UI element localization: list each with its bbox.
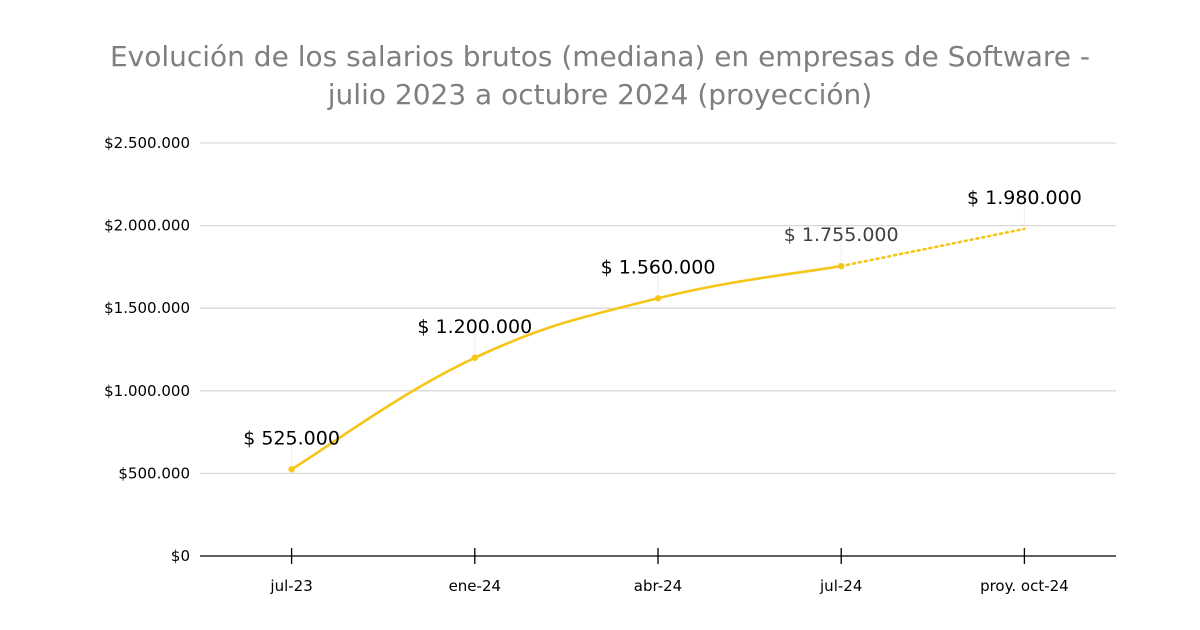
data-label: $ 1.755.000 xyxy=(784,224,899,246)
data-label: $ 1.980.000 xyxy=(967,187,1082,209)
data-point xyxy=(471,354,478,361)
data-point xyxy=(288,466,295,473)
projection-line xyxy=(839,227,1026,268)
x-tick-label: jul-24 xyxy=(819,577,862,595)
y-tick-label: $2.000.000 xyxy=(104,217,190,235)
x-tick-label: ene-24 xyxy=(449,577,501,595)
chart-title-line-2: julio 2023 a octubre 2024 (proyección) xyxy=(327,78,873,111)
data-point xyxy=(838,262,845,270)
y-tick-label: $1.500.000 xyxy=(104,299,190,317)
y-tick-label: $2.500.000 xyxy=(104,134,190,152)
data-label: $ 525.000 xyxy=(243,427,340,449)
y-tick-label: $0 xyxy=(171,547,190,565)
series-line xyxy=(290,264,843,471)
x-tick-label: jul-23 xyxy=(269,577,312,595)
x-tick-label: abr-24 xyxy=(634,577,682,595)
chart-title-line-1: Evolución de los salarios brutos (median… xyxy=(109,40,1091,73)
data-label: $ 1.200.000 xyxy=(417,316,532,338)
data-label: $ 1.560.000 xyxy=(601,256,716,278)
data-point xyxy=(654,295,662,302)
y-tick-label: $500.000 xyxy=(118,464,190,482)
y-tick-label: $1.000.000 xyxy=(104,382,190,400)
x-tick-label: proy. oct-24 xyxy=(980,577,1069,595)
